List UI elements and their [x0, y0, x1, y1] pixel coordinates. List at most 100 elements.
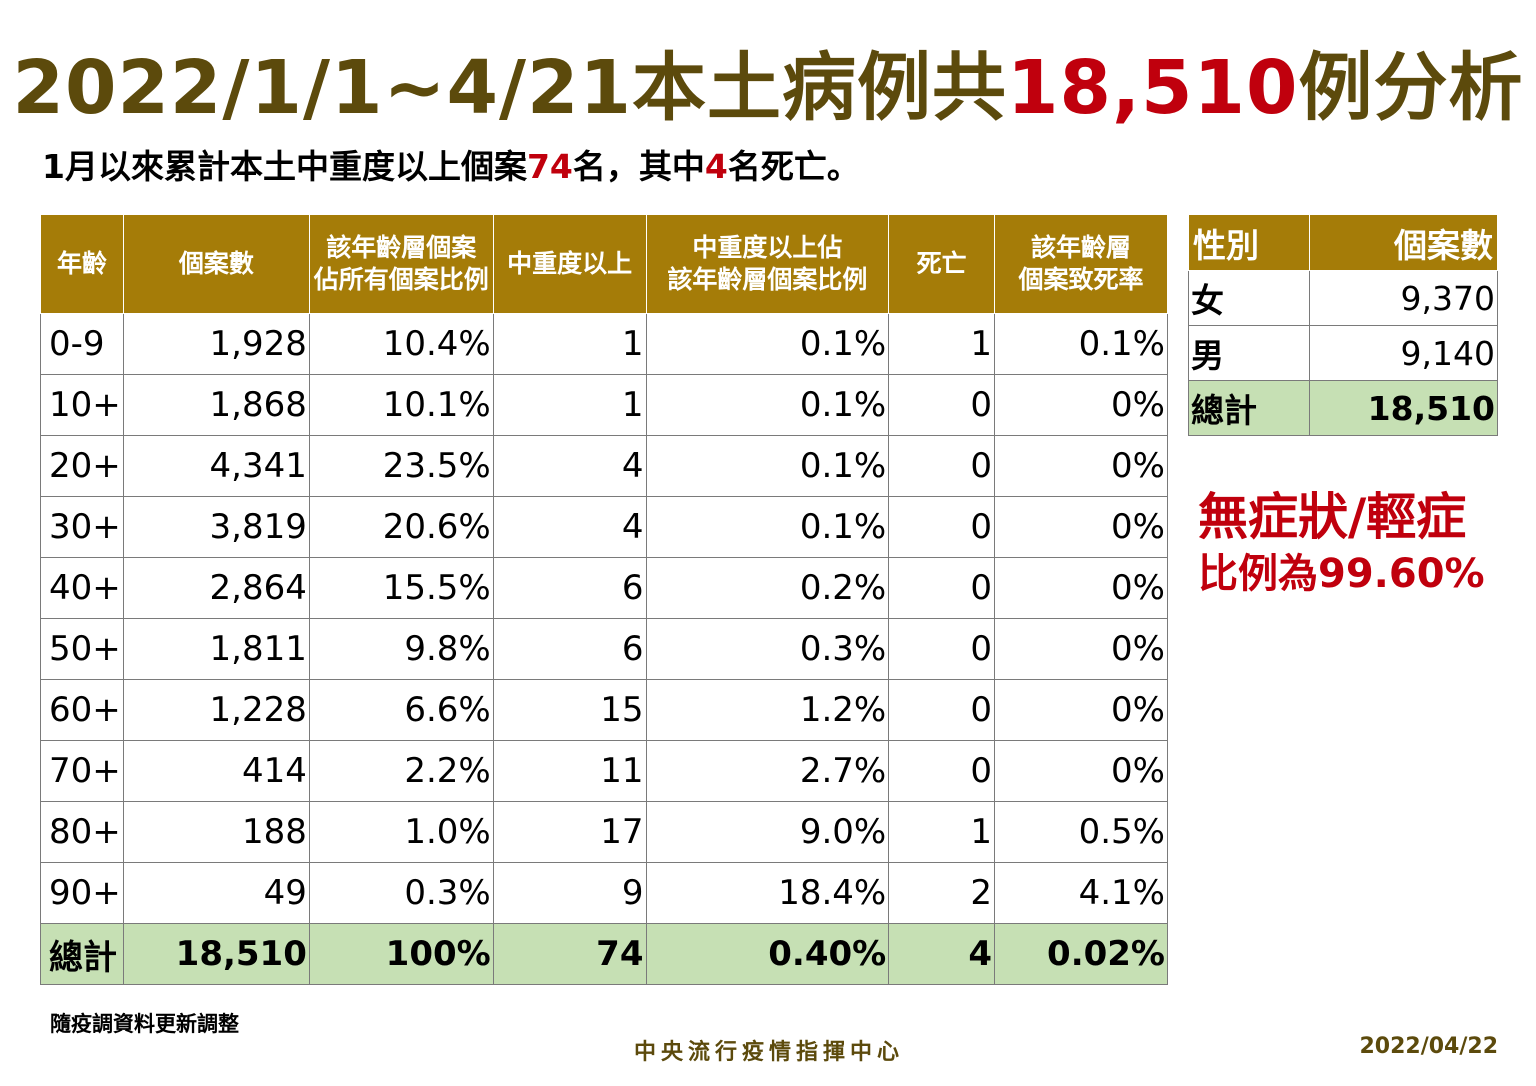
cell-fatality-rate: 0% [994, 496, 1168, 558]
subtitle-num1: 74 [526, 147, 573, 186]
header-severe: 中重度以上 [492, 214, 647, 314]
cell-severe: 17 [492, 801, 647, 863]
cell-deaths: 0 [888, 618, 996, 680]
gender-row: 女 9,370 [1187, 270, 1498, 326]
callout-line1: 無症狀/輕症 [1198, 488, 1467, 546]
cell-age: 50+ [40, 618, 124, 680]
cell-gender-cases: 18,510 [1309, 380, 1498, 436]
cell-severe-share: 0.1% [645, 435, 890, 497]
cell-deaths: 1 [888, 313, 996, 375]
cell-cases: 414 [122, 740, 310, 802]
cell-severe-share: 2.7% [645, 740, 890, 802]
cell-severe: 1 [492, 374, 647, 436]
cell-fatality-rate: 4.1% [994, 862, 1168, 924]
cell-deaths: 0 [888, 496, 996, 558]
cell-age: 80+ [40, 801, 124, 863]
title-part1: 2022/1/1~4/21本土病例共 [12, 45, 1007, 131]
table-row: 50+ 1,811 9.8% 6 0.3% 0 0% [40, 618, 1168, 680]
cell-severe-share: 0.1% [645, 496, 890, 558]
cell-age: 60+ [40, 679, 124, 741]
cell-cases: 188 [122, 801, 310, 863]
cell-gender-cases: 9,370 [1309, 270, 1498, 326]
cell-cases: 1,868 [122, 374, 310, 436]
cell-case-share: 0.3% [308, 862, 494, 924]
subtitle-part3: 名死亡。 [727, 147, 860, 186]
cell-cases: 1,928 [122, 313, 310, 375]
table-row: 40+ 2,864 15.5% 6 0.2% 0 0% [40, 557, 1168, 619]
cell-severe-share: 0.1% [645, 374, 890, 436]
table-row: 0-9 1,928 10.4% 1 0.1% 1 0.1% [40, 313, 1168, 375]
cell-case-share: 15.5% [308, 557, 494, 619]
cell-cases: 49 [122, 862, 310, 924]
cell-case-share: 1.0% [308, 801, 494, 863]
cell-gender: 女 [1187, 270, 1311, 326]
update-note: 隨疫調資料更新調整 [50, 1012, 239, 1036]
cell-age: 總計 [40, 923, 124, 985]
cell-gender-cases: 9,140 [1309, 325, 1498, 381]
cell-age: 10+ [40, 374, 124, 436]
title-part2: 例分析 [1298, 45, 1524, 131]
cell-fatality-rate: 0% [994, 679, 1168, 741]
header-age: 年齡 [40, 214, 124, 314]
cell-case-share: 6.6% [308, 679, 494, 741]
cell-cases: 1,228 [122, 679, 310, 741]
subtitle: 1月以來累計本土中重度以上個案74名，其中4名死亡。 [42, 140, 860, 188]
header-severe-share: 中重度以上佔 該年齡層個案比例 [645, 214, 890, 314]
cell-case-share: 10.4% [308, 313, 494, 375]
cell-case-share: 10.1% [308, 374, 494, 436]
cell-severe: 4 [492, 496, 647, 558]
cell-deaths: 4 [888, 923, 996, 985]
page-title: 2022/1/1~4/21本土病例共18,510例分析 [0, 28, 1536, 135]
subtitle-part1: 1月以來累計本土中重度以上個案 [42, 147, 527, 186]
cell-fatality-rate: 0% [994, 374, 1168, 436]
cell-severe: 74 [492, 923, 647, 985]
table-row: 80+ 188 1.0% 17 9.0% 1 0.5% [40, 801, 1168, 863]
gender-table-header-row: 性別 個案數 [1187, 214, 1498, 271]
cell-case-share: 2.2% [308, 740, 494, 802]
cell-age: 90+ [40, 862, 124, 924]
cell-cases: 2,864 [122, 557, 310, 619]
cell-deaths: 0 [888, 679, 996, 741]
cell-age: 70+ [40, 740, 124, 802]
cell-severe-share: 18.4% [645, 862, 890, 924]
cell-deaths: 1 [888, 801, 996, 863]
gender-table: 性別 個案數 女 9,370 男 9,140 總計 18,510 [1187, 214, 1498, 436]
gender-row: 男 9,140 [1187, 325, 1498, 381]
cell-case-share: 9.8% [308, 618, 494, 680]
header-gender-cases: 個案數 [1309, 214, 1498, 271]
cell-severe: 1 [492, 313, 647, 375]
total-row: 總計 18,510 100% 74 0.40% 4 0.02% [40, 923, 1168, 985]
header-case-share: 該年齡層個案 佔所有個案比例 [308, 214, 494, 314]
cell-deaths: 0 [888, 435, 996, 497]
cell-severe: 6 [492, 618, 647, 680]
cell-deaths: 0 [888, 374, 996, 436]
age-group-table: 年齡 個案數 該年齡層個案 佔所有個案比例 中重度以上 中重度以上佔 該年齡層個案比… [40, 214, 1168, 985]
cell-severe-share: 0.2% [645, 557, 890, 619]
header-fatality-rate: 該年齡層 個案致死率 [994, 214, 1168, 314]
cell-age: 40+ [40, 557, 124, 619]
cell-severe: 4 [492, 435, 647, 497]
cell-fatality-rate: 0% [994, 557, 1168, 619]
footer-agency: 中央流行疫情指揮中心 [634, 1040, 905, 1065]
cell-deaths: 2 [888, 862, 996, 924]
cell-deaths: 0 [888, 740, 996, 802]
cell-cases: 1,811 [122, 618, 310, 680]
table-row: 10+ 1,868 10.1% 1 0.1% 0 0% [40, 374, 1168, 436]
cell-severe: 11 [492, 740, 647, 802]
header-cases: 個案數 [122, 214, 310, 314]
cell-fatality-rate: 0% [994, 740, 1168, 802]
callout-line2: 比例為99.60% [1198, 551, 1485, 597]
cell-fatality-rate: 0% [994, 435, 1168, 497]
cell-cases: 3,819 [122, 496, 310, 558]
cell-case-share: 20.6% [308, 496, 494, 558]
table-row: 20+ 4,341 23.5% 4 0.1% 0 0% [40, 435, 1168, 497]
cell-cases: 18,510 [122, 923, 310, 985]
header-gender: 性別 [1187, 214, 1311, 271]
cell-deaths: 0 [888, 557, 996, 619]
footer-date: 2022/04/22 [1359, 1034, 1498, 1059]
cell-fatality-rate: 0.5% [994, 801, 1168, 863]
gender-total-row: 總計 18,510 [1187, 380, 1498, 436]
age-table-header-row: 年齡 個案數 該年齡層個案 佔所有個案比例 中重度以上 中重度以上佔 該年齡層個案比… [40, 214, 1168, 314]
table-row: 30+ 3,819 20.6% 4 0.1% 0 0% [40, 496, 1168, 558]
table-row: 60+ 1,228 6.6% 15 1.2% 0 0% [40, 679, 1168, 741]
